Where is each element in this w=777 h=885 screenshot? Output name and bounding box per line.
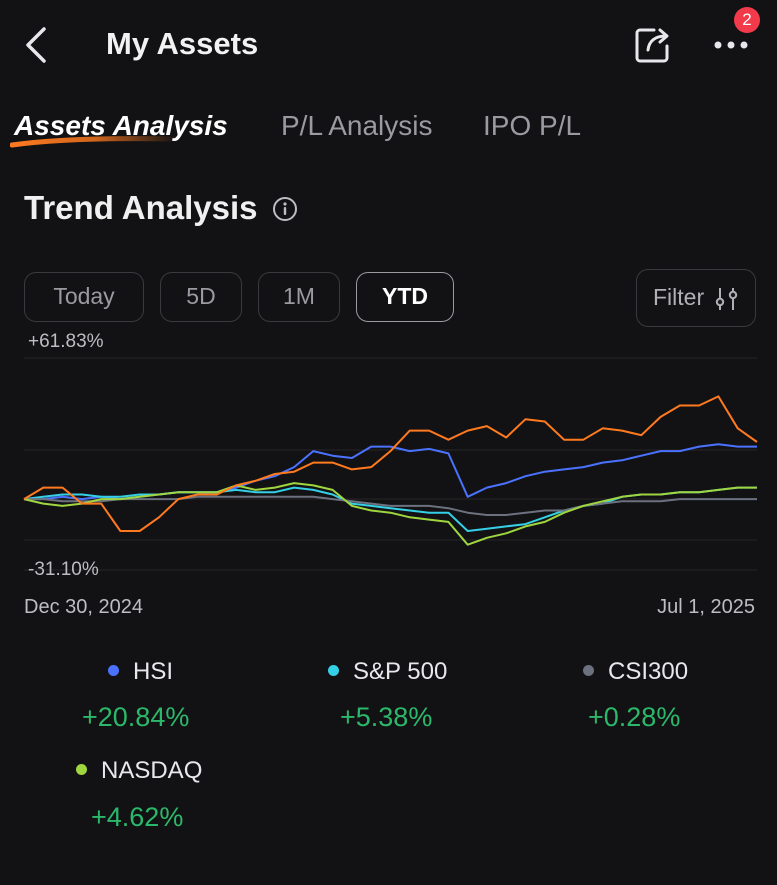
info-icon[interactable]: [272, 196, 298, 222]
legend-item-csi300[interactable]: CSI300: [583, 658, 688, 686]
filter-button[interactable]: Filter: [636, 269, 756, 327]
legend-value-hsi: +20.84%: [82, 702, 190, 732]
tab-assets-analysis[interactable]: Assets Analysis: [14, 110, 228, 141]
period-ytd-button[interactable]: YTD: [356, 272, 454, 322]
back-button[interactable]: [14, 22, 60, 68]
legend-value-sp500: +5.38%: [340, 702, 433, 732]
trend-chart: [23, 357, 758, 571]
legend-label: HSI: [133, 658, 174, 685]
period-1m-button[interactable]: 1M: [258, 272, 340, 322]
period-5d-button[interactable]: 5D: [160, 272, 242, 322]
series-line-csi300: [24, 495, 757, 516]
series-line-portfolio: [23, 395, 758, 532]
legend-dot: [583, 665, 594, 677]
tab-pl-analysis[interactable]: P/L Analysis: [281, 110, 433, 141]
legend-dot: [108, 665, 119, 677]
legend-label: S&P 500: [353, 658, 448, 685]
tab-ipo-pl[interactable]: IPO P/L: [483, 110, 582, 141]
legend-item-nasdaq[interactable]: NASDAQ: [76, 757, 202, 785]
more-button[interactable]: [708, 22, 758, 68]
chevron-left-icon: [26, 27, 46, 63]
chart-series-group: [23, 395, 758, 546]
x-axis-start-label: Dec 30, 2024: [24, 596, 143, 618]
legend-item-sp500[interactable]: S&P 500: [328, 658, 447, 686]
series-line-nasdaq: [23, 482, 757, 546]
filter-label: Filter: [653, 284, 705, 310]
chart-grid: [24, 357, 757, 571]
legend-label: NASDAQ: [101, 757, 203, 784]
legend-value-csi300: +0.28%: [588, 702, 681, 732]
page-title: My Assets: [106, 26, 259, 61]
legend-dot: [328, 665, 339, 677]
y-axis-min-label: -31.10%: [28, 559, 99, 580]
period-today-button[interactable]: Today: [24, 272, 144, 322]
notification-badge: 2: [734, 7, 760, 33]
y-axis-max-label: +61.83%: [28, 331, 104, 352]
legend-item-hsi[interactable]: HSI: [108, 658, 173, 686]
legend-label: CSI300: [608, 658, 689, 685]
share-button[interactable]: [630, 22, 676, 68]
x-axis-end-label: Jul 1, 2025: [657, 596, 755, 618]
share-icon: [635, 28, 669, 63]
section-title: Trend Analysis: [24, 189, 258, 226]
legend-value-nasdaq: +4.62%: [91, 802, 184, 832]
legend-dot: [76, 764, 87, 776]
sliders-icon: [715, 288, 738, 310]
more-dots-icon: [714, 41, 748, 49]
series-line-hsi: [24, 443, 757, 501]
active-tab-underline: [10, 136, 180, 148]
